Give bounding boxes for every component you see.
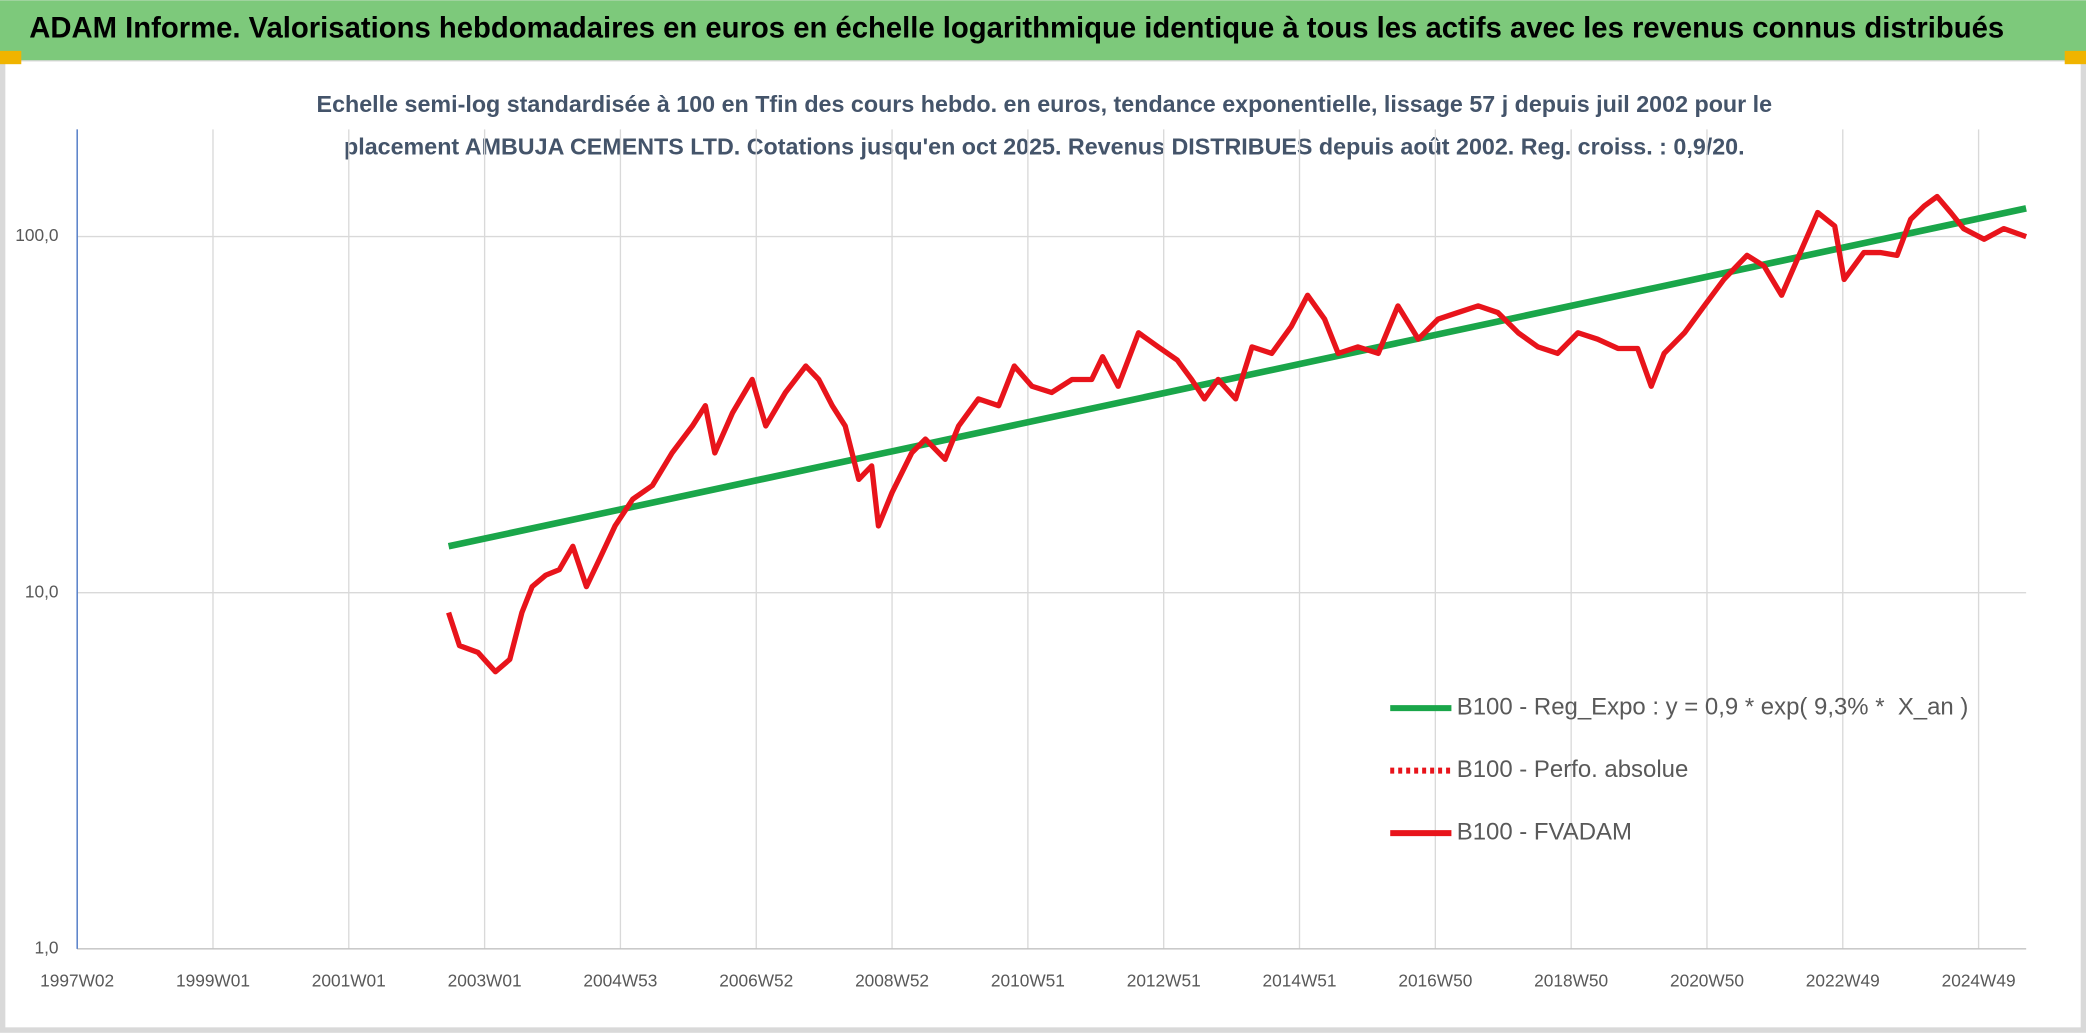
y-tick-label: 10,0: [25, 581, 59, 601]
y-tick-label: 1,0: [35, 937, 59, 957]
x-tick-label: 2006W52: [719, 971, 793, 991]
series-line: [446, 193, 2028, 675]
corner: [0, 50, 22, 65]
header-band: [0, 0, 2086, 61]
chart-area: [5, 61, 2081, 1028]
legend-label: B100 - Reg_Expo : y = 0,9 * exp( 9,3% * …: [1457, 693, 1969, 720]
subtitle-box: Echelle semi-log standardisée à 100 en T…: [316, 90, 1773, 160]
x-tick-label: 2018W50: [1534, 971, 1608, 991]
x-tick-label: 2010W51: [991, 971, 1065, 991]
legend-label: B100 - Perfo. absolue: [1457, 756, 1689, 783]
x-tick-label: 2012W51: [1127, 971, 1201, 991]
x-tick-label: 2003W01: [448, 971, 522, 991]
x-tick-label: 2022W49: [1806, 971, 1880, 991]
chart-title: ADAM Informe. Valorisations hebdomadaire…: [29, 12, 2004, 44]
x-tick-label: 2001W01: [312, 971, 386, 991]
x-tick-label: 2014W51: [1263, 971, 1337, 991]
corner: [2064, 50, 2086, 65]
x-tick-label: 2024W49: [1942, 971, 2016, 991]
x-tick-label: 1999W01: [176, 971, 250, 991]
x-tick-label: 2008W52: [855, 971, 929, 991]
legend-label: B100 - FVADAM: [1457, 818, 1632, 845]
x-tick-label: 2004W53: [583, 971, 657, 991]
x-tick-label: 2020W50: [1670, 971, 1744, 991]
x-tick-label: 2016W50: [1398, 971, 1472, 991]
y-tick-label: 100,0: [15, 225, 58, 245]
x-tick-label: 1997W02: [40, 971, 114, 991]
chart-subtitle: Echelle semi-log standardisée à 100 en T…: [316, 90, 1773, 160]
